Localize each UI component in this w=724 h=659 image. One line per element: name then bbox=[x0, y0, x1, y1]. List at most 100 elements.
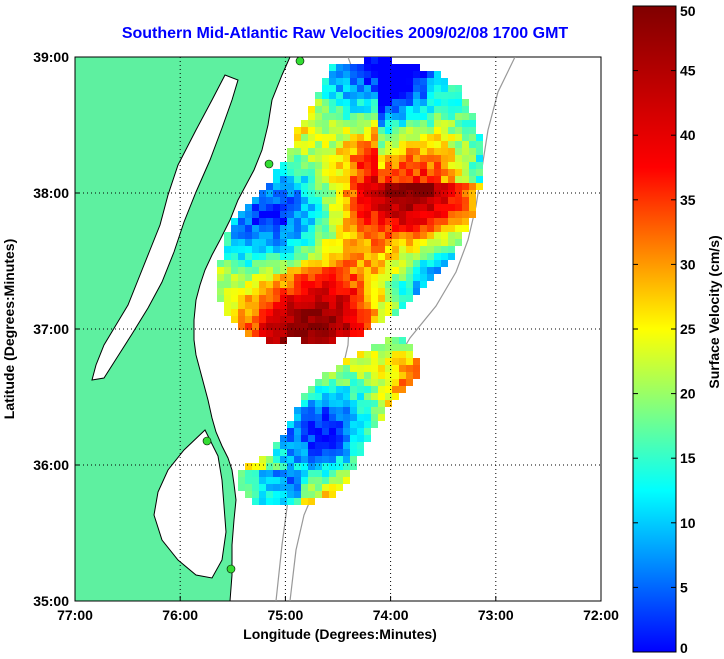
velocity-cell bbox=[217, 260, 224, 267]
velocity-cell bbox=[448, 225, 455, 232]
velocity-cell bbox=[287, 225, 294, 232]
velocity-cell bbox=[273, 316, 280, 323]
velocity-cell bbox=[357, 358, 364, 365]
velocity-cell bbox=[385, 400, 392, 407]
velocity-cell bbox=[413, 134, 420, 141]
velocity-cell bbox=[350, 260, 357, 267]
velocity-cell bbox=[364, 253, 371, 260]
velocity-cell bbox=[294, 456, 301, 463]
velocity-cell bbox=[294, 463, 301, 470]
velocity-cell bbox=[420, 127, 427, 134]
velocity-cell bbox=[378, 393, 385, 400]
velocity-cell bbox=[280, 323, 287, 330]
velocity-cell bbox=[322, 120, 329, 127]
velocity-cell bbox=[336, 176, 343, 183]
velocity-cell bbox=[462, 183, 469, 190]
velocity-cell bbox=[364, 428, 371, 435]
velocity-cell bbox=[280, 442, 287, 449]
velocity-cell bbox=[399, 295, 406, 302]
velocity-cell bbox=[392, 358, 399, 365]
velocity-cell bbox=[301, 267, 308, 274]
velocity-cell bbox=[357, 442, 364, 449]
velocity-cell bbox=[448, 141, 455, 148]
velocity-cell bbox=[441, 78, 448, 85]
velocity-cell bbox=[245, 470, 252, 477]
velocity-cell bbox=[476, 176, 483, 183]
velocity-cell bbox=[308, 120, 315, 127]
velocity-cell bbox=[343, 197, 350, 204]
velocity-cell bbox=[399, 344, 406, 351]
velocity-cell bbox=[266, 204, 273, 211]
velocity-cell bbox=[343, 281, 350, 288]
velocity-cell bbox=[322, 281, 329, 288]
velocity-cell bbox=[364, 232, 371, 239]
velocity-cell bbox=[434, 267, 441, 274]
velocity-cell bbox=[357, 309, 364, 316]
velocity-cell bbox=[315, 260, 322, 267]
velocity-cell bbox=[455, 155, 462, 162]
velocity-cell bbox=[364, 386, 371, 393]
velocity-cell bbox=[357, 302, 364, 309]
velocity-cell bbox=[252, 484, 259, 491]
velocity-cell bbox=[308, 274, 315, 281]
velocity-cell bbox=[329, 232, 336, 239]
velocity-cell bbox=[392, 267, 399, 274]
velocity-cell bbox=[441, 127, 448, 134]
velocity-cell bbox=[357, 274, 364, 281]
velocity-cell bbox=[371, 253, 378, 260]
velocity-cell bbox=[294, 274, 301, 281]
velocity-cell bbox=[406, 71, 413, 78]
velocity-cell bbox=[329, 288, 336, 295]
velocity-cell bbox=[399, 239, 406, 246]
velocity-cell bbox=[413, 197, 420, 204]
velocity-cell bbox=[427, 120, 434, 127]
colorbar-tick-label: 10 bbox=[680, 515, 696, 531]
velocity-cell bbox=[273, 253, 280, 260]
velocity-cell bbox=[322, 288, 329, 295]
velocity-cell bbox=[371, 288, 378, 295]
velocity-cell bbox=[448, 155, 455, 162]
velocity-cell bbox=[350, 155, 357, 162]
velocity-cell bbox=[427, 71, 434, 78]
velocity-cell bbox=[378, 372, 385, 379]
velocity-cell bbox=[287, 169, 294, 176]
velocity-cell bbox=[448, 169, 455, 176]
velocity-cell bbox=[427, 113, 434, 120]
velocity-cell bbox=[350, 169, 357, 176]
velocity-cell bbox=[350, 386, 357, 393]
velocity-cell bbox=[364, 239, 371, 246]
velocity-cell bbox=[329, 134, 336, 141]
velocity-cell bbox=[322, 323, 329, 330]
velocity-cell bbox=[224, 281, 231, 288]
velocity-cell bbox=[420, 253, 427, 260]
velocity-cell bbox=[392, 64, 399, 71]
velocity-cell bbox=[378, 155, 385, 162]
velocity-cell bbox=[371, 78, 378, 85]
velocity-cell bbox=[469, 190, 476, 197]
velocity-cell bbox=[406, 190, 413, 197]
velocity-cell bbox=[427, 183, 434, 190]
velocity-cell bbox=[434, 71, 441, 78]
velocity-cell bbox=[322, 190, 329, 197]
velocity-cell bbox=[406, 351, 413, 358]
velocity-cell bbox=[455, 141, 462, 148]
velocity-cell bbox=[322, 337, 329, 344]
velocity-cell bbox=[322, 99, 329, 106]
velocity-cell bbox=[364, 218, 371, 225]
velocity-cell bbox=[287, 484, 294, 491]
velocity-cell bbox=[378, 414, 385, 421]
velocity-cell bbox=[357, 141, 364, 148]
velocity-cell bbox=[420, 239, 427, 246]
velocity-cell bbox=[266, 267, 273, 274]
velocity-cell bbox=[287, 449, 294, 456]
velocity-cell bbox=[385, 190, 392, 197]
velocity-cell bbox=[434, 85, 441, 92]
velocity-cell bbox=[315, 162, 322, 169]
velocity-cell bbox=[399, 92, 406, 99]
velocity-cell bbox=[427, 99, 434, 106]
velocity-cell bbox=[371, 57, 378, 64]
velocity-cell bbox=[399, 232, 406, 239]
velocity-cell bbox=[406, 365, 413, 372]
velocity-cell bbox=[308, 232, 315, 239]
